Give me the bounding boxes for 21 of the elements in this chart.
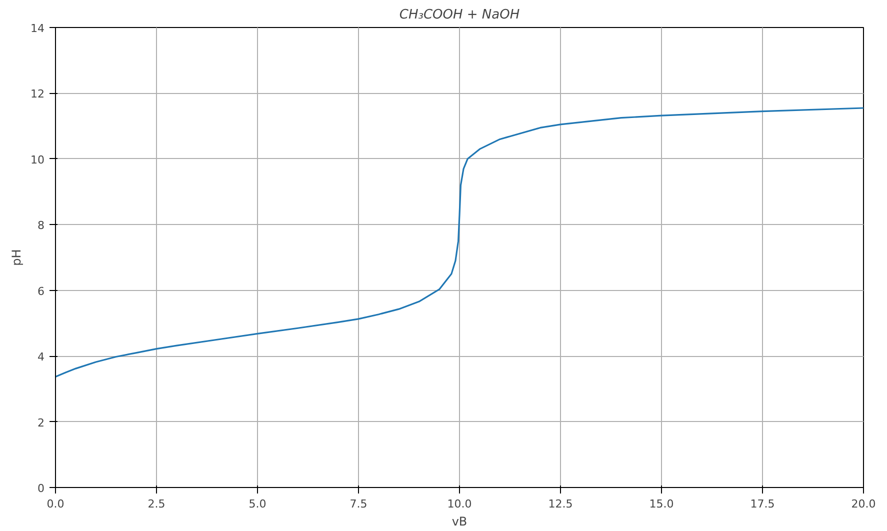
x-tick-label: 17.5 <box>750 498 775 510</box>
y-axis-title: pH <box>10 249 24 266</box>
x-tick-label: 20.0 <box>851 498 876 510</box>
y-tick-label: 2 <box>38 416 44 430</box>
y-tick-label: 14 <box>30 22 45 35</box>
y-tick-label: 12 <box>30 88 45 101</box>
x-tick-label: 10.0 <box>447 498 472 510</box>
x-axis-title: vB <box>452 514 468 528</box>
y-tick-label: 4 <box>38 350 44 364</box>
x-tick-label: 7.5 <box>350 498 368 510</box>
x-tick-label: 12.5 <box>548 498 573 510</box>
x-tick-label: 5.0 <box>248 498 266 510</box>
x-tick-label: 0.0 <box>46 498 64 510</box>
x-tick-label: 15.0 <box>649 498 674 510</box>
y-tick-label: 0 <box>38 482 44 495</box>
y-tick-label: 8 <box>38 219 44 232</box>
y-tick-label: 6 <box>38 284 44 298</box>
x-tick-label: 2.5 <box>148 498 166 510</box>
line-series <box>56 107 864 378</box>
chart-title: CH₃COOH + NaOH <box>399 8 520 22</box>
y-tick-label: 10 <box>30 153 45 166</box>
